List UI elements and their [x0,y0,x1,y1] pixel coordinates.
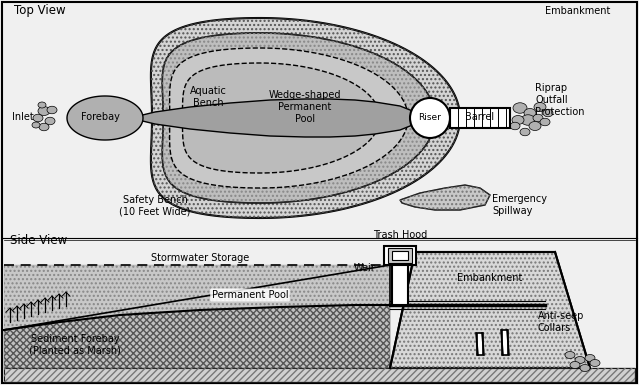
Text: Embankment: Embankment [458,273,523,283]
Text: Safety Bench
(10 Feet Wide): Safety Bench (10 Feet Wide) [119,195,190,217]
Polygon shape [162,33,435,203]
Ellipse shape [565,352,575,358]
Polygon shape [4,305,390,368]
Ellipse shape [540,118,550,126]
Polygon shape [4,265,390,330]
Circle shape [410,98,450,138]
Text: Riprap
Outfall
Protection: Riprap Outfall Protection [535,84,585,117]
Text: Embankment: Embankment [545,6,610,16]
Polygon shape [400,185,490,210]
Ellipse shape [32,122,40,128]
Polygon shape [183,63,380,173]
Ellipse shape [543,109,553,117]
Ellipse shape [529,122,541,131]
Text: Sediment Forebay
(Planted as Marsh): Sediment Forebay (Planted as Marsh) [29,334,121,356]
Bar [384,246,416,265]
Ellipse shape [520,128,530,136]
Polygon shape [390,252,590,368]
Text: Inlet: Inlet [12,112,34,122]
Text: Weir: Weir [353,263,375,273]
Text: Stormwater Storage: Stormwater Storage [151,253,249,263]
Bar [4,240,635,382]
Ellipse shape [575,357,585,363]
Ellipse shape [534,102,546,112]
Ellipse shape [590,360,600,367]
Ellipse shape [521,115,535,125]
Bar [392,251,408,260]
Ellipse shape [533,114,543,122]
Ellipse shape [513,103,527,113]
Bar [388,248,412,263]
Text: Trash Hood: Trash Hood [373,230,427,240]
Polygon shape [169,48,408,188]
Bar [450,108,510,128]
Polygon shape [4,368,635,382]
Text: Permanent Pool: Permanent Pool [212,290,288,300]
Ellipse shape [38,102,46,108]
Ellipse shape [47,106,57,114]
Ellipse shape [580,365,590,372]
Bar [477,333,483,355]
Text: Riser: Riser [419,112,442,122]
Text: Wedge-shaped
Permanent
Pool: Wedge-shaped Permanent Pool [269,90,341,124]
Polygon shape [67,96,143,140]
Text: Forebay: Forebay [81,112,119,122]
Text: Emergency
Spillway: Emergency Spillway [492,194,547,216]
Ellipse shape [512,116,524,124]
Text: Barrel: Barrel [465,112,495,122]
Text: Anti-seep
Collars: Anti-seep Collars [538,311,585,333]
Text: Top View: Top View [14,4,66,17]
Bar [392,252,408,305]
Ellipse shape [39,123,49,131]
Ellipse shape [510,122,520,130]
Text: Aquatic
Bench: Aquatic Bench [190,86,226,108]
Text: Side View: Side View [10,234,67,247]
Ellipse shape [585,355,595,362]
Ellipse shape [570,362,580,368]
Ellipse shape [33,114,43,122]
Polygon shape [151,18,460,218]
Polygon shape [130,99,420,137]
Ellipse shape [38,107,50,116]
Bar [502,330,508,355]
Ellipse shape [524,109,536,117]
Ellipse shape [45,117,55,125]
